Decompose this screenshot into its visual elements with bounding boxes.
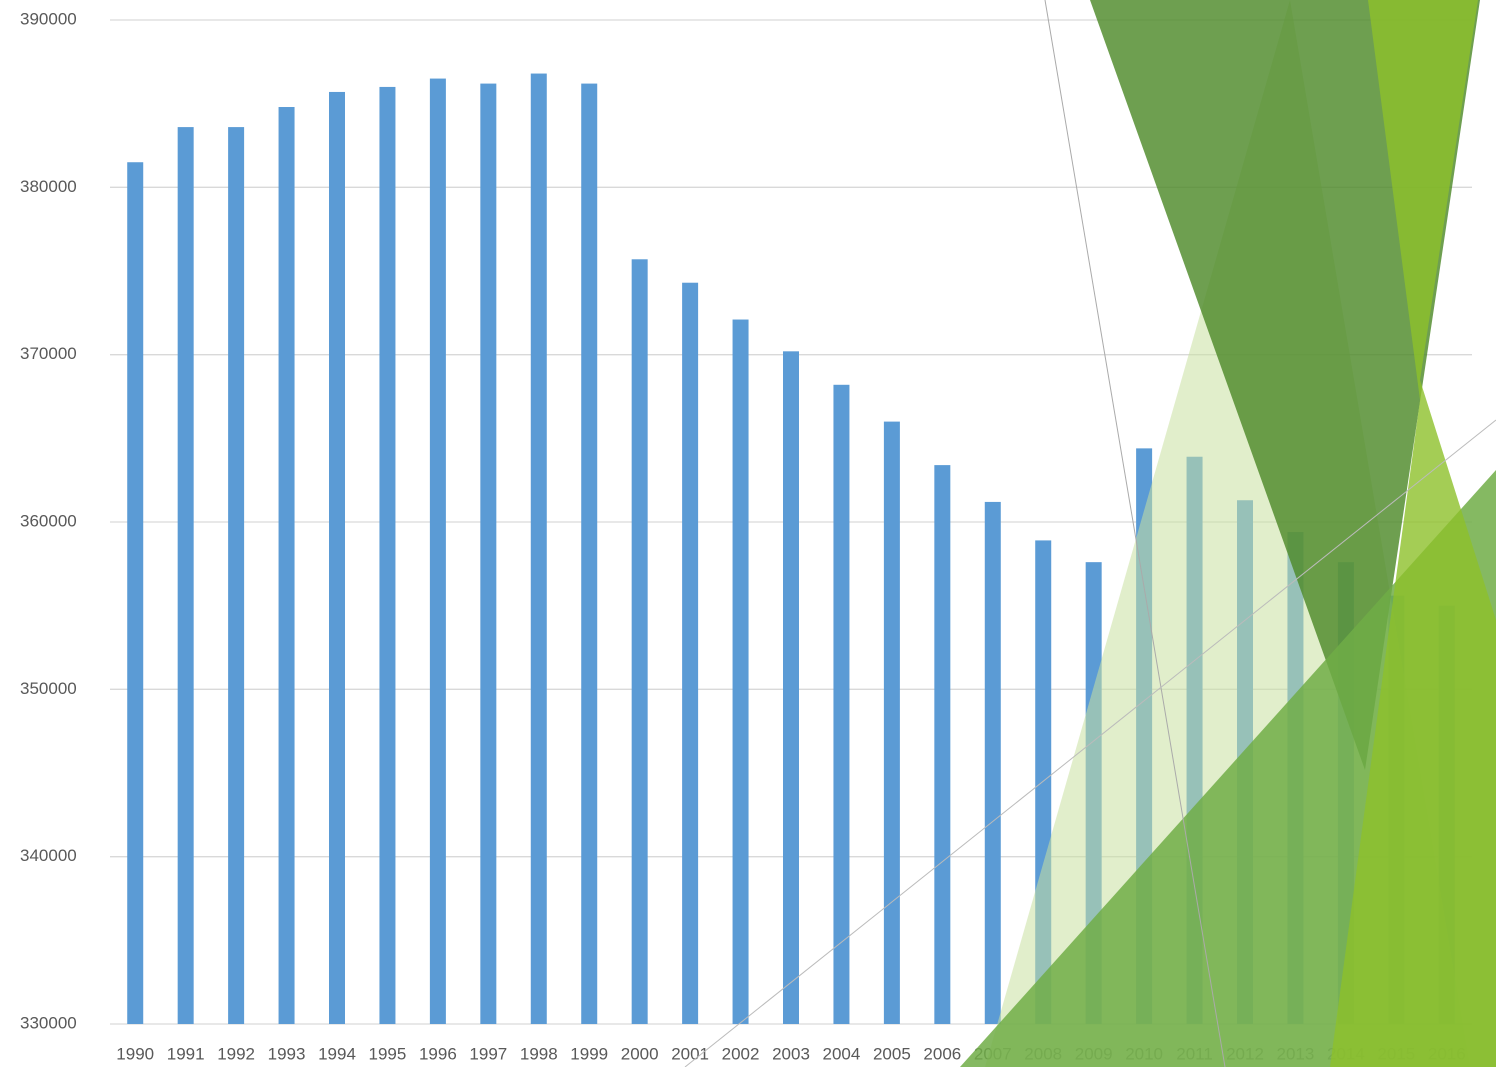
bar bbox=[733, 320, 749, 1024]
bar bbox=[884, 422, 900, 1024]
decoration bbox=[685, 0, 1496, 1067]
bar bbox=[228, 127, 244, 1024]
bar bbox=[480, 84, 496, 1024]
bar bbox=[632, 259, 648, 1024]
bar bbox=[127, 162, 143, 1024]
y-tick-label: 390000 bbox=[20, 9, 77, 28]
x-tick-label: 2006 bbox=[923, 1044, 961, 1063]
x-tick-label: 2002 bbox=[722, 1044, 760, 1063]
x-tick-label: 1993 bbox=[268, 1044, 306, 1063]
bar bbox=[934, 465, 950, 1024]
x-tick-label: 1992 bbox=[217, 1044, 255, 1063]
x-tick-label: 2005 bbox=[873, 1044, 911, 1063]
x-tick-label: 2000 bbox=[621, 1044, 659, 1063]
x-tick-label: 2003 bbox=[772, 1044, 810, 1063]
y-tick-label: 330000 bbox=[20, 1013, 77, 1032]
x-tick-label: 1998 bbox=[520, 1044, 558, 1063]
bar bbox=[279, 107, 295, 1024]
bar bbox=[985, 502, 1001, 1024]
x-tick-label: 1991 bbox=[167, 1044, 205, 1063]
y-tick-label: 380000 bbox=[20, 177, 77, 196]
bar bbox=[682, 283, 698, 1024]
bar bbox=[178, 127, 194, 1024]
bar bbox=[531, 74, 547, 1024]
y-tick-label: 350000 bbox=[20, 679, 77, 698]
x-tick-label: 1996 bbox=[419, 1044, 457, 1063]
x-tick-label: 1994 bbox=[318, 1044, 356, 1063]
bar bbox=[783, 351, 799, 1024]
x-tick-label: 1997 bbox=[469, 1044, 507, 1063]
x-tick-label: 2001 bbox=[671, 1044, 709, 1063]
bar bbox=[581, 84, 597, 1024]
x-tick-label: 1999 bbox=[570, 1044, 608, 1063]
bar bbox=[379, 87, 395, 1024]
x-tick-label: 2004 bbox=[823, 1044, 861, 1063]
chart: 330000 340000 350000 360000 370000 380000 3900… bbox=[0, 0, 1496, 1067]
bar bbox=[329, 92, 345, 1024]
x-tick-label: 1990 bbox=[116, 1044, 154, 1063]
bar bbox=[833, 385, 849, 1024]
y-tick-label: 370000 bbox=[20, 344, 77, 363]
y-tick-label: 360000 bbox=[20, 511, 77, 530]
y-tick-label: 340000 bbox=[20, 846, 77, 865]
bar bbox=[430, 79, 446, 1024]
x-tick-label: 1995 bbox=[369, 1044, 407, 1063]
